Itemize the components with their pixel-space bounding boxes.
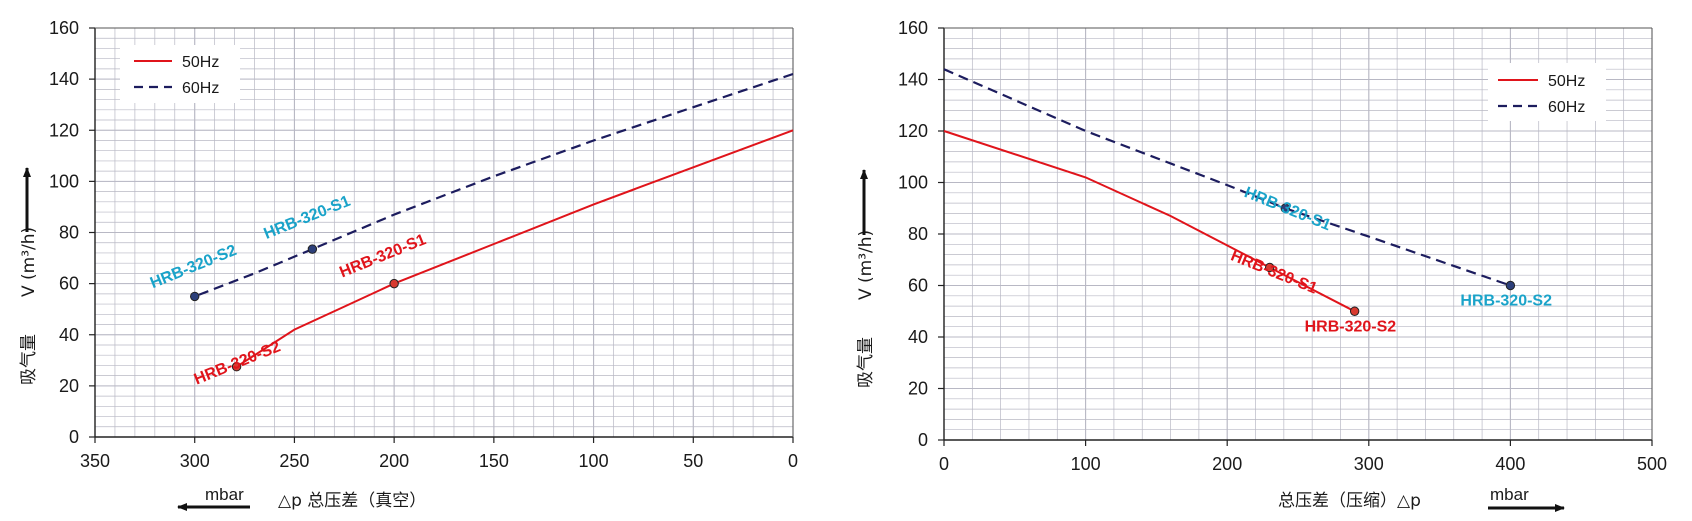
- y-tick-label: 120: [49, 120, 79, 140]
- y-tick-label: 0: [69, 427, 79, 447]
- x-tick-label: 0: [788, 451, 798, 471]
- y-tick-label: 80: [908, 224, 928, 244]
- legend-box: [1488, 63, 1606, 121]
- x-tick-label: 0: [939, 454, 949, 474]
- operating-point-label: HRB-320-S1: [337, 231, 428, 281]
- legend-50hz-label: 50Hz: [1548, 73, 1585, 90]
- vacuum-ylabel-chars: 吸气量: [19, 334, 39, 385]
- x-tick-label: 350: [80, 451, 110, 471]
- x-tick-label: 50: [683, 451, 703, 471]
- vacuum-ylabel-unit: V (m³/h): [19, 227, 39, 297]
- compression-chart-series: [943, 68, 1511, 313]
- y-tick-label: 60: [59, 274, 79, 294]
- compression-x-unit: mbar: [1490, 485, 1529, 504]
- vacuum-chart: 350 300 250 200 150 100 50 0 0 20 40 60 80 100 120 140 1…: [19, 18, 798, 511]
- compression-chart-ticks: 0 100 200 300 400 500 0 20 40 60 80 100 120 140 160: [898, 18, 1667, 474]
- series-line-50Hz: [236, 129, 794, 368]
- vacuum-chart-series: [194, 72, 794, 368]
- compression-ylabel-unit: V (m³/h): [856, 230, 876, 300]
- operating-point-label: HRB-320-S2: [192, 338, 283, 388]
- legend-60hz-label: 60Hz: [182, 80, 219, 97]
- vacuum-chart-ticks: 350 300 250 200 150 100 50 0 0 20 40 60 80 100 120 140 1…: [49, 18, 798, 471]
- x-tick-label: 300: [180, 451, 210, 471]
- compression-chart: 0 100 200 300 400 500 0 20 40 60 80 100 120 140 160 HR…: [856, 18, 1667, 512]
- y-tick-label: 160: [49, 18, 79, 38]
- operating-point-label: HRB-320-S2: [148, 242, 239, 292]
- x-tick-label: 400: [1495, 454, 1525, 474]
- vacuum-x-unit: mbar: [205, 485, 244, 504]
- series-line-60Hz: [194, 72, 794, 298]
- operating-point-label: HRB-320-S2: [1460, 293, 1552, 310]
- operating-point-marker: [1505, 280, 1516, 291]
- operating-point-marker: [307, 244, 318, 254]
- y-tick-label: 40: [908, 327, 928, 347]
- compression-xlabel: 总压差（压缩）△p: [1278, 491, 1421, 511]
- legend-50hz-label: 50Hz: [182, 54, 219, 71]
- y-tick-label: 160: [898, 18, 928, 38]
- operating-point-label: HRB-320-S1: [262, 193, 353, 243]
- y-tick-label: 60: [908, 276, 928, 296]
- operating-point-marker: [1264, 262, 1275, 273]
- x-tick-label: 150: [479, 451, 509, 471]
- x-tick-label: 500: [1637, 454, 1667, 474]
- x-tick-label: 200: [379, 451, 409, 471]
- y-tick-label: 100: [898, 173, 928, 193]
- operating-point-label: HRB-320-S2: [1305, 318, 1397, 335]
- x-tick-label: 200: [1212, 454, 1242, 474]
- operating-point-label: HRB-320-S1: [1228, 247, 1319, 297]
- y-tick-label: 0: [918, 430, 928, 450]
- y-tick-label: 20: [908, 379, 928, 399]
- series-line-60Hz: [943, 68, 1511, 287]
- x-tick-label: 100: [1071, 454, 1101, 474]
- operating-point-marker: [389, 278, 399, 289]
- vacuum-xlabel: △p 总压差（真空）: [278, 491, 426, 511]
- y-tick-label: 120: [898, 121, 928, 141]
- x-tick-label: 300: [1354, 454, 1384, 474]
- compression-chart-legend: 50Hz 60Hz: [1488, 63, 1606, 121]
- x-tick-label: 100: [579, 451, 609, 471]
- x-tick-label: 250: [279, 451, 309, 471]
- y-tick-label: 80: [59, 223, 79, 243]
- compression-ylabel-chars: 吸气量: [856, 337, 876, 388]
- operating-point-marker: [190, 291, 200, 302]
- operating-point-marker: [1280, 203, 1290, 213]
- legend-60hz-label: 60Hz: [1548, 99, 1585, 116]
- y-tick-label: 20: [59, 376, 79, 396]
- operating-point-marker: [231, 362, 242, 372]
- series-line-50Hz: [943, 130, 1356, 313]
- y-tick-label: 140: [898, 70, 928, 90]
- y-tick-label: 40: [59, 325, 79, 345]
- y-tick-label: 100: [49, 171, 79, 191]
- vacuum-chart-legend: 50Hz 60Hz: [120, 45, 240, 103]
- y-tick-label: 140: [49, 69, 79, 89]
- operating-point-marker: [1349, 306, 1360, 316]
- legend-box: [120, 45, 240, 103]
